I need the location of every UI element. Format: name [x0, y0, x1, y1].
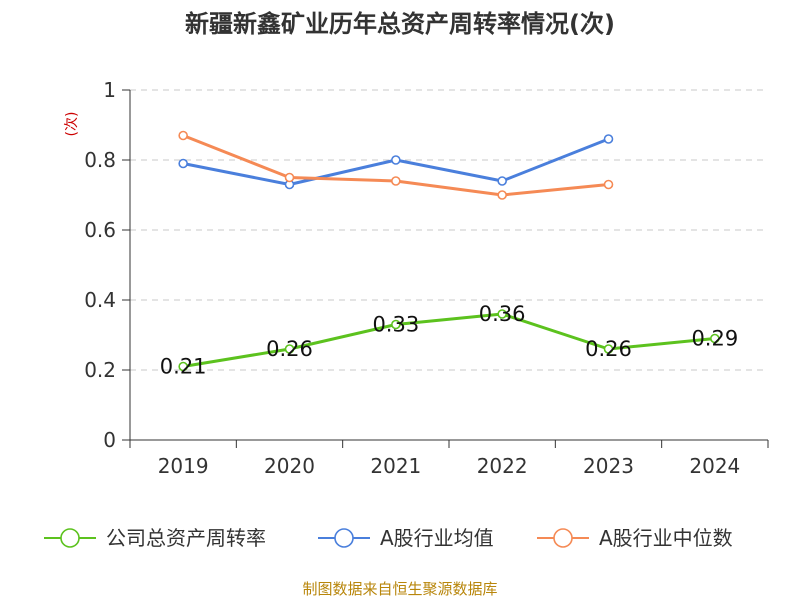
- x-tick-label: 2024: [689, 454, 740, 478]
- data-label: 0.21: [160, 355, 207, 379]
- data-point: [497, 176, 507, 186]
- data-point: [710, 333, 720, 344]
- x-tick-label: 2019: [158, 454, 209, 478]
- data-point: [603, 134, 614, 144]
- data-point: [391, 176, 401, 186]
- data-point: [603, 179, 614, 190]
- legend-label: A股行业均值: [380, 526, 494, 550]
- x-tick-label: 2021: [370, 454, 421, 478]
- y-tick-label: 0.2: [84, 358, 116, 382]
- data-point: [284, 344, 295, 354]
- data-label: 0.29: [691, 327, 738, 351]
- legend-marker: [60, 528, 80, 548]
- data-point: [391, 319, 401, 330]
- legend-marker: [334, 528, 354, 548]
- chart-title: 新疆新鑫矿业历年总资产周转率情况(次): [185, 10, 615, 38]
- data-labels: 0.21 0.26 0.33 0.36 0.26 0.29: [160, 302, 738, 379]
- y-tick-label: 1: [103, 78, 116, 102]
- data-point: [284, 172, 295, 183]
- data-point: [178, 130, 188, 141]
- series-line: [182, 312, 715, 368]
- y-tick-label: 0.6: [84, 218, 116, 242]
- legend-label: A股行业中位数: [599, 526, 733, 550]
- series-lines: [178, 130, 720, 372]
- data-point: [603, 344, 614, 354]
- x-tick-label: 2020: [264, 454, 315, 478]
- x-tick-label: 2022: [477, 454, 528, 478]
- legend-label: 公司总资产周转率: [106, 526, 266, 550]
- data-point: [178, 158, 188, 169]
- y-axis-label: (次): [64, 112, 80, 137]
- axes: 0 0.2 0.4 0.6 0.8 1 2019 2020 2021 2022 2023 2024: [84, 78, 769, 478]
- legend-marker: [553, 528, 573, 548]
- source-footer: 制图数据来自恒生聚源数据库: [302, 580, 497, 598]
- data-point: [497, 309, 507, 319]
- y-tick-label: 0.4: [84, 288, 116, 312]
- data-point: [391, 155, 401, 165]
- data-point: [497, 190, 507, 200]
- y-tick-label: 0.8: [84, 148, 116, 172]
- x-tick-label: 2023: [583, 454, 634, 478]
- data-label: 0.36: [479, 302, 526, 326]
- y-tick-label: 0: [103, 428, 116, 452]
- legend: 公司总资产周转率 A股行业均值 A股行业中位数: [44, 526, 733, 550]
- data-label: 0.33: [372, 313, 419, 337]
- data-point: [178, 361, 188, 372]
- data-label: 0.26: [266, 337, 313, 361]
- data-label: 0.26: [585, 337, 632, 361]
- grid: [130, 89, 768, 371]
